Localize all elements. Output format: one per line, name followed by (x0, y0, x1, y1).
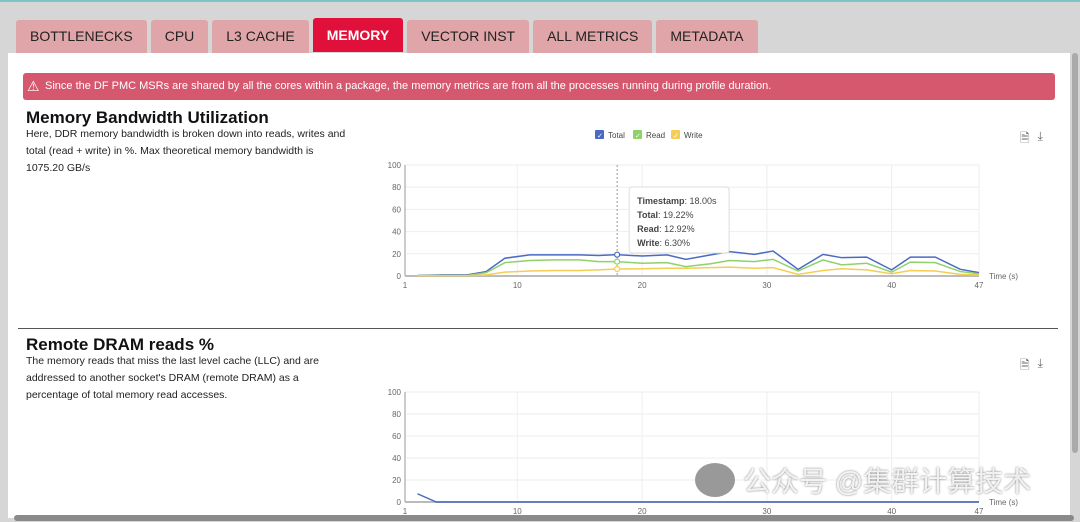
legend-swatch (633, 130, 642, 139)
x-tick-label: 10 (513, 507, 522, 516)
watermark-text: 公众号 @集群计算技术 (743, 466, 1032, 497)
hover-point (614, 258, 621, 265)
x-tick-label: 20 (638, 281, 647, 290)
series-line-read (417, 258, 980, 277)
series-line-total (417, 250, 980, 277)
section-title: Memory Bandwidth Utilization (26, 108, 269, 127)
x-tick-label: 30 (762, 507, 771, 516)
x-tick-label: 47 (975, 507, 984, 516)
y-tick-label: 20 (392, 250, 401, 259)
tooltip-line: Write: 6.30% (637, 238, 690, 248)
horizontal-scrollbar[interactable] (14, 515, 1074, 521)
y-tick-label: 80 (392, 410, 401, 419)
tooltip-line: Read: 12.92% (637, 224, 695, 234)
section-description: The memory reads that miss the last leve… (26, 355, 319, 401)
divider (18, 328, 1058, 329)
x-axis-label: Time (s) (989, 498, 1018, 507)
y-tick-label: 100 (388, 161, 402, 170)
checkmark-icon: ✓ (597, 133, 603, 140)
x-tick-label: 10 (513, 281, 522, 290)
y-tick-label: 80 (392, 183, 401, 192)
x-tick-label: 47 (975, 281, 984, 290)
bandwidth-chart: 0 20 40 60 80 100 1 10 20 30 40 47 Time (s) ✓ Total ✓ Re… (388, 130, 1018, 290)
y-tick-label: 0 (397, 498, 402, 507)
legend-label: Total (608, 131, 625, 140)
y-tick-label: 60 (392, 432, 401, 441)
y-tick-label: 20 (392, 476, 401, 485)
wechat-logo-icon (695, 463, 735, 497)
legend-label: Read (646, 131, 665, 140)
data-view-icon[interactable]: 🗎 (1020, 131, 1030, 145)
vertical-scrollbar[interactable] (1072, 53, 1078, 453)
tab-vector-inst[interactable]: VECTOR INST (407, 20, 530, 53)
x-tick-label: 1 (403, 507, 408, 516)
tab-memory[interactable]: MEMORY (312, 18, 404, 52)
y-tick-label: 60 (392, 205, 401, 214)
download-icon[interactable]: ⤓ (1037, 356, 1043, 370)
warning-icon: ⚠ (27, 78, 40, 94)
tooltip-line: Timestamp: 18.00s (637, 196, 717, 206)
download-icon[interactable]: ⤓ (1037, 129, 1043, 143)
memory-panel: ⚠ Since the DF PMC MSRs are shared by al… (8, 53, 1070, 518)
x-tick-label: 40 (887, 507, 896, 516)
x-tick-label: 20 (638, 507, 647, 516)
hover-point (614, 265, 621, 273)
tab-bar: BOTTLENECKS CPU L3 CACHE MEMORY VECTOR INST A… (16, 18, 758, 53)
tab-metadata[interactable]: METADATA (656, 20, 758, 53)
alert-text: Since the DF PMC MSRs are shared by all … (45, 80, 772, 92)
section-description: Here, DDR memory bandwidth is broken dow… (26, 128, 346, 174)
x-axis-label: Time (s) (989, 272, 1018, 281)
remote-dram-chart: 0 20 40 60 80 100 1 10 20 30 40 47 Time (s) (388, 388, 1019, 516)
tab-all-metrics[interactable]: ALL METRICS (533, 20, 653, 53)
tab-l3-cache[interactable]: L3 CACHE (212, 20, 309, 53)
tab-bottlenecks[interactable]: BOTTLENECKS (16, 20, 147, 53)
hover-point (614, 251, 621, 258)
alert-banner: ⚠ Since the DF PMC MSRs are shared by al… (23, 73, 1055, 100)
tab-cpu[interactable]: CPU (150, 20, 209, 53)
legend-swatch (595, 130, 604, 139)
x-tick-label: 1 (403, 281, 408, 290)
checkmark-icon: ✓ (673, 133, 679, 140)
series-line-write (417, 266, 980, 277)
y-tick-label: 40 (392, 454, 401, 463)
series-line-value (417, 493, 979, 503)
y-tick-label: 100 (388, 388, 402, 397)
x-tick-label: 40 (887, 281, 896, 290)
legend-swatch (671, 130, 680, 139)
legend-label: Write (684, 131, 703, 140)
checkmark-icon: ✓ (635, 133, 641, 140)
section-title: Remote DRAM reads % (26, 335, 214, 354)
tooltip-line: Total: 19.22% (637, 210, 693, 220)
watermark: 公众号 @集群计算技术 (695, 460, 1031, 500)
y-tick-label: 0 (397, 272, 402, 281)
x-tick-label: 30 (762, 281, 771, 290)
tooltip-box (628, 186, 730, 254)
data-view-icon[interactable]: 🗎 (1020, 358, 1030, 372)
y-tick-label: 40 (392, 228, 401, 237)
